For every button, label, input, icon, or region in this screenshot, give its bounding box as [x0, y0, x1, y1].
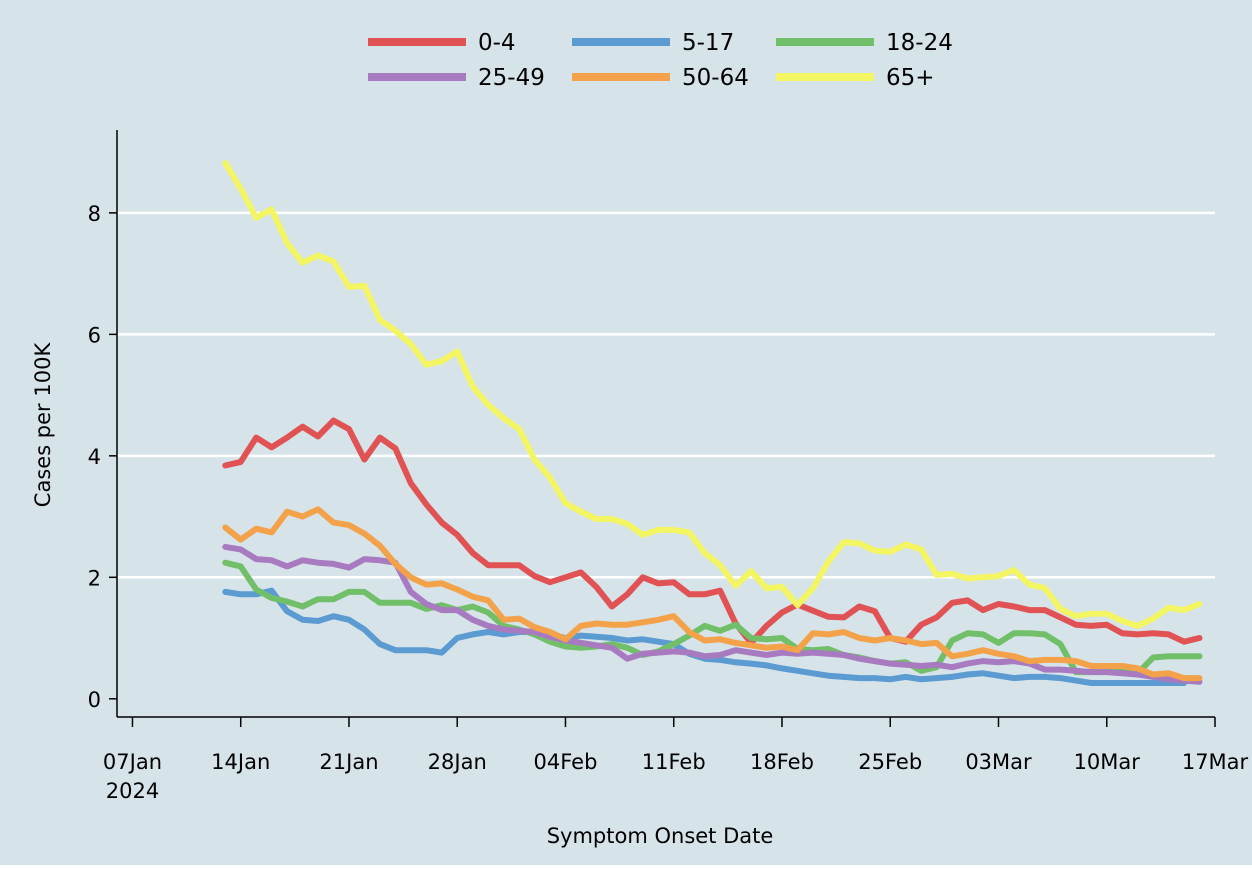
legend-label-50-64: 50-64	[682, 65, 749, 91]
x-tick-label-03Mar: 03Mar	[965, 750, 1032, 774]
legend-label-25-49: 25-49	[478, 65, 545, 91]
legend-label-65+: 65+	[886, 65, 935, 91]
x-axis: 07Jan 2024 14Jan 21Jan 28Jan 04Feb 11Feb 18Feb 2…	[103, 716, 1249, 803]
y-tick-label-0: 0	[88, 688, 101, 712]
y-tick-label-8: 8	[88, 202, 101, 226]
y-axis: 0 2 4 6 8	[88, 130, 118, 717]
y-tick-label-4: 4	[88, 445, 101, 469]
x-tick-sublabel-2024: 2024	[106, 779, 159, 803]
y-axis-label: Cases per 100K	[31, 342, 55, 508]
series-line-65+	[222, 160, 1203, 629]
legend: 0-4 5-17 18-24 25-49 50-64 65+	[368, 30, 953, 91]
series-lines	[222, 160, 1203, 686]
x-tick-label-17Mar: 17Mar	[1182, 750, 1249, 774]
x-tick-label-28Jan: 28Jan	[428, 750, 487, 774]
x-tick-label-25Feb: 25Feb	[858, 750, 922, 774]
series-line-50-64	[222, 506, 1203, 682]
x-tick-label-04Feb: 04Feb	[534, 750, 598, 774]
x-tick-label-11Feb: 11Feb	[642, 750, 706, 774]
series-line-18-24	[222, 559, 1203, 677]
y-tick-label-6: 6	[88, 323, 101, 347]
legend-label-18-24: 18-24	[886, 30, 953, 56]
x-tick-label-18Feb: 18Feb	[750, 750, 814, 774]
x-tick-label-14Jan: 14Jan	[211, 750, 270, 774]
series-line-0-4	[222, 417, 1203, 646]
y-tick-label-2: 2	[88, 566, 101, 590]
x-tick-label-07Jan: 07Jan	[103, 750, 162, 774]
x-tick-label-10Mar: 10Mar	[1074, 750, 1141, 774]
x-tick-label-21Jan: 21Jan	[319, 750, 378, 774]
legend-label-0-4: 0-4	[478, 30, 516, 56]
legend-label-5-17: 5-17	[682, 30, 734, 56]
x-axis-label: Symptom Onset Date	[547, 824, 774, 848]
series-line-25-49	[222, 543, 1203, 685]
gridlines	[117, 211, 1215, 579]
